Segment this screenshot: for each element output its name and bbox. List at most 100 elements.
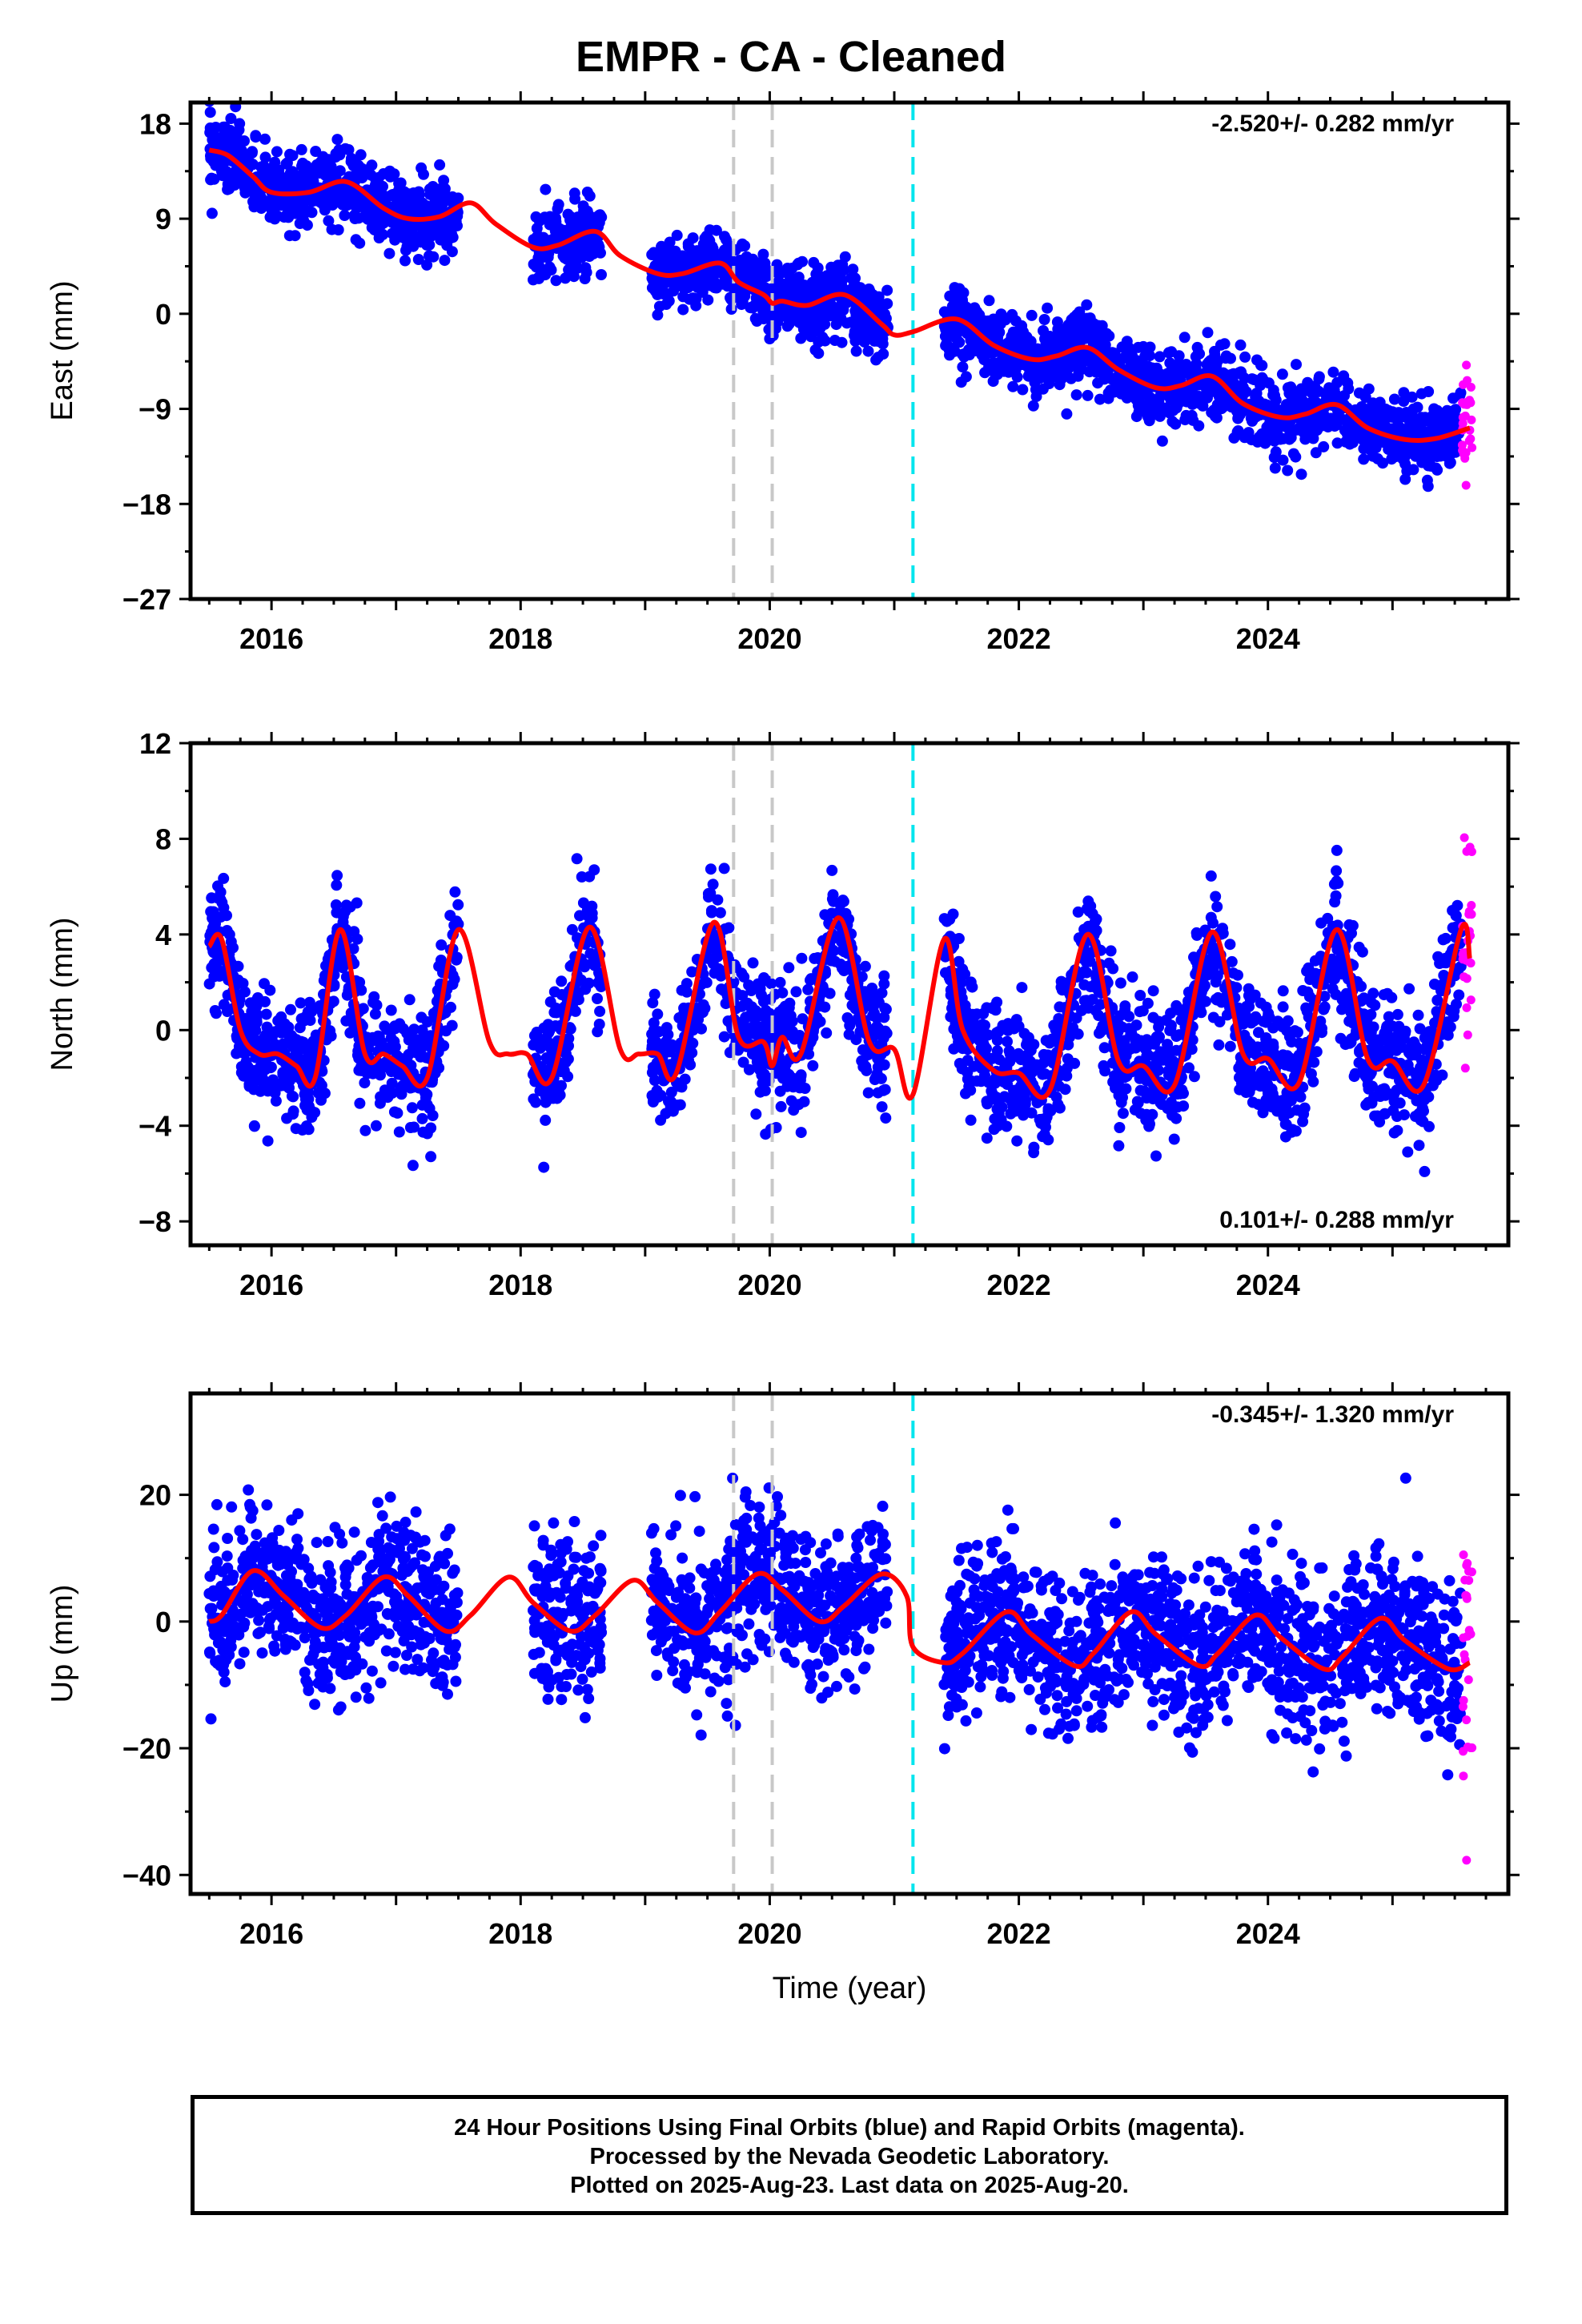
final-orbit-point [551,1007,562,1019]
final-orbit-point [255,203,267,215]
final-orbit-point [580,262,592,274]
final-orbit-point [269,213,281,225]
final-orbit-point [655,1114,667,1126]
final-orbit-point [779,1064,791,1076]
final-orbit-point [571,853,583,865]
final-orbit-point [739,240,751,251]
final-orbit-point [397,1023,409,1035]
final-orbit-point [746,301,758,313]
final-orbit-point [1011,371,1023,383]
final-orbit-point [1431,404,1443,416]
final-orbit-point [693,255,705,267]
final-orbit-point [1186,409,1198,421]
final-orbit-point [1313,373,1325,385]
plot-area [203,743,1476,1245]
final-orbit-point [1154,351,1166,363]
final-orbit-point [367,996,379,1008]
final-orbit-point [1121,376,1133,388]
final-orbit-point [280,158,292,170]
final-orbit-point [407,1160,419,1172]
y-tick-label: 0 [155,298,171,331]
final-orbit-point [793,281,805,293]
final-orbit-point [799,311,811,323]
final-orbit-point [355,984,367,996]
final-orbit-point [1081,299,1093,311]
final-orbit-point [827,889,839,901]
final-orbit-point [754,1063,765,1076]
final-orbit-point [805,974,816,986]
final-orbit-point [421,239,432,251]
final-orbit-point [828,264,840,276]
final-orbit-point [707,879,719,891]
final-orbit-point [1377,457,1389,469]
final-orbit-point [718,862,730,875]
final-orbit-point [206,962,218,974]
final-orbit-point [1099,1065,1111,1077]
final-orbit-point [1006,308,1018,320]
final-orbit-point [588,864,600,876]
final-orbit-point [749,263,761,275]
final-orbit-point [850,345,862,357]
final-orbit-point [757,1022,769,1034]
final-orbit-point [218,872,230,884]
final-orbit-point [650,274,661,286]
final-orbit-point [223,928,235,940]
final-orbit-point [283,1021,295,1033]
final-orbit-point [705,863,717,875]
final-orbit-point [592,993,603,1004]
final-orbit-point [1426,419,1438,431]
final-orbit-point [359,1124,371,1136]
final-orbit-point [665,1086,677,1098]
final-orbit-point [836,281,848,293]
final-orbit-point [1398,387,1410,399]
final-orbit-point [840,907,852,919]
final-orbit-point [1415,412,1427,424]
final-orbit-point [579,961,591,973]
final-orbit-point [1256,360,1268,372]
final-orbit-point [420,1087,431,1099]
final-orbit-point [215,894,227,906]
final-orbit-point [696,1023,707,1035]
final-orbit-point [206,207,218,219]
final-orbit-point [647,1096,659,1108]
rate-annotation: -2.520+/- 0.282 mm/yr [1211,111,1454,137]
final-orbit-point [754,983,766,995]
final-orbit-point [1186,397,1198,409]
final-orbit-point [576,871,588,883]
final-orbit-point [692,247,704,259]
final-orbit-point [1363,383,1375,395]
final-orbit-point [532,251,544,263]
final-orbit-point [1051,316,1063,328]
final-orbit-point [1065,372,1077,384]
final-orbit-point [1053,360,1065,372]
final-orbit-point [1190,351,1202,363]
final-orbit-point [652,1008,664,1020]
final-orbit-point [747,1027,759,1039]
final-orbit-point [205,906,217,918]
final-orbit-point [1315,415,1326,427]
final-orbit-point [876,1101,888,1113]
final-orbit-point [250,189,261,201]
final-orbit-point [715,970,727,982]
final-orbit-point [264,984,276,996]
final-orbit-point [416,1011,428,1023]
final-orbit-point [286,1090,298,1102]
final-orbit-point [1452,899,1464,911]
final-orbit-point [1268,435,1280,447]
final-orbit-point [1092,377,1104,389]
final-orbit-point [845,272,857,284]
final-orbit-point [339,143,351,155]
rapid-orbit-point [1466,383,1476,392]
final-orbit-point [652,309,664,321]
final-orbit-point [452,219,463,231]
final-orbit-point [239,986,251,998]
rapid-orbit-point [1458,412,1468,422]
final-orbit-point [301,219,313,231]
final-orbit-point [702,294,714,306]
final-orbit-point [946,300,958,312]
final-orbit-point [574,910,585,922]
final-orbit-point [347,943,359,955]
final-orbit-point [862,1087,874,1099]
final-orbit-point [1318,440,1330,452]
final-orbit-point [391,1107,404,1119]
